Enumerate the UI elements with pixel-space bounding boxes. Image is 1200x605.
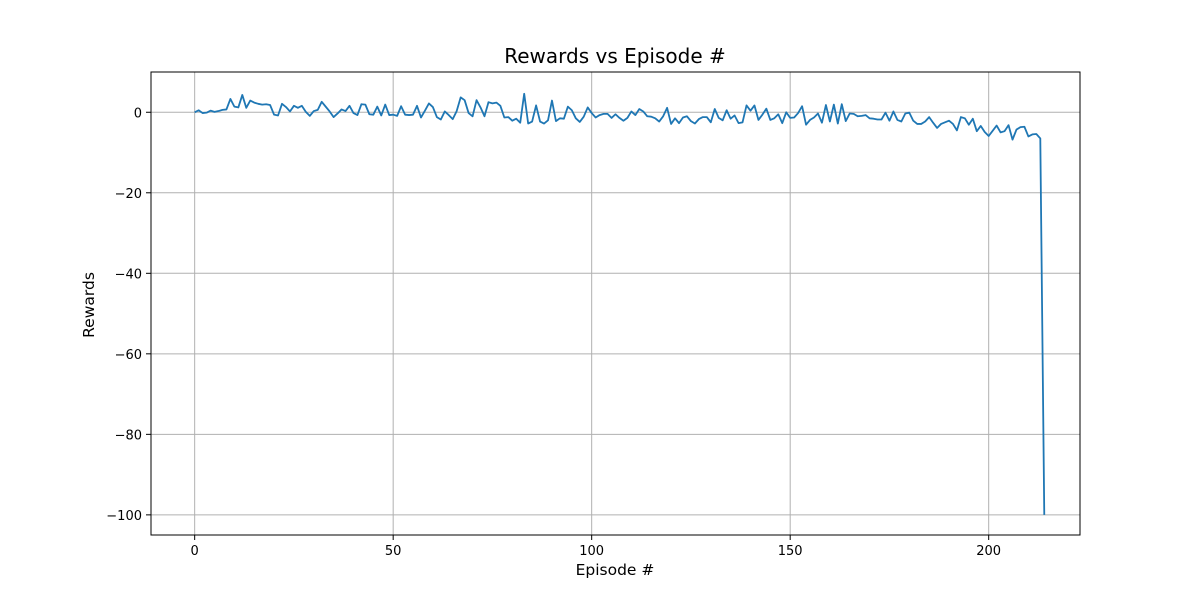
y-tick-label: −20 [115,187,142,202]
chart-title: Rewards vs Episode # [504,44,726,68]
rewards-series-line [194,92,1046,515]
plot-frame [150,71,1081,536]
y-tick-label: −100 [106,509,142,524]
y-tick-label: −60 [115,348,142,363]
y-tick-label: −40 [115,267,142,282]
x-tick-label: 0 [191,544,199,559]
y-axis-label: Rewards [80,272,98,338]
x-tick-label: 200 [976,544,1001,559]
series-layer [194,92,1046,515]
x-tick-label: 150 [778,544,803,559]
x-tick-label: 100 [579,544,604,559]
y-tick-label: 0 [134,106,142,121]
axis-ticks: 0 50 100 150 200 0 −20 −40 −60 −80 −100 [106,106,1001,559]
x-axis-label: Episode # [576,561,655,579]
x-tick-label: 50 [385,544,402,559]
y-tick-label: −80 [115,428,142,443]
